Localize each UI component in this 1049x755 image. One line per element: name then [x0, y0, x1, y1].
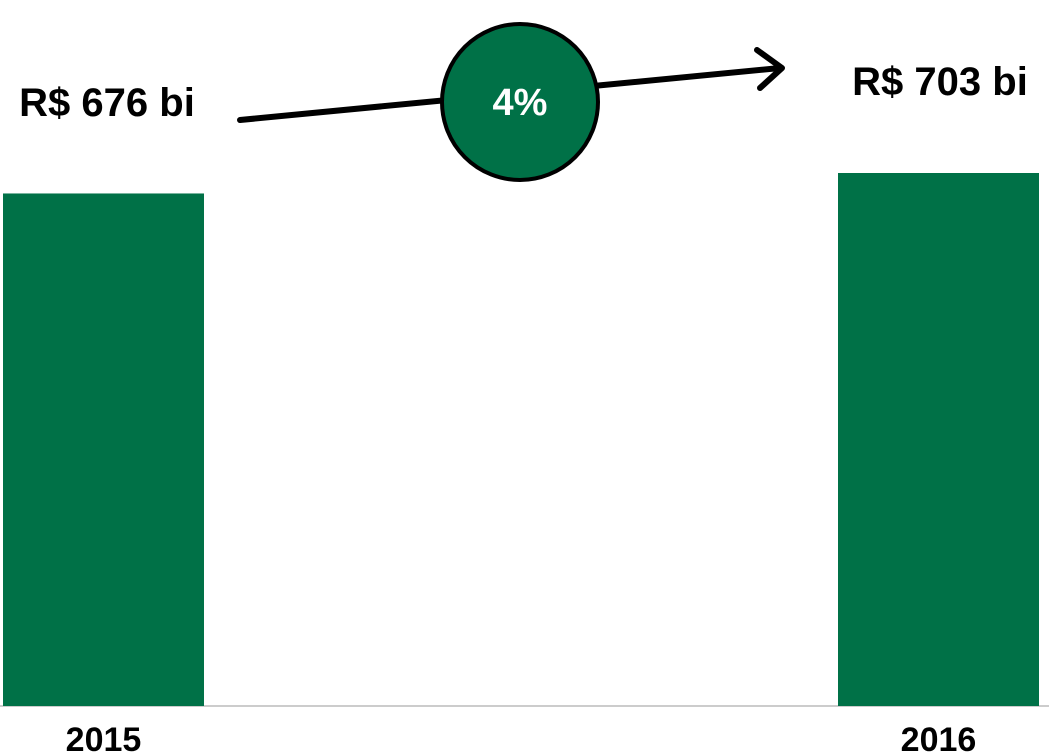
bars-group [3, 173, 1039, 707]
bar-2015 [3, 193, 204, 707]
data-label-2015: R$ 676 bi [19, 81, 195, 125]
growth-badge: 4% [440, 22, 600, 182]
growth-badge-circle [440, 22, 600, 182]
x-tick-labels: 2015 2016 [66, 721, 977, 755]
data-label-2016: R$ 703 bi [852, 60, 1028, 104]
x-tick-label-2015: 2015 [66, 721, 142, 755]
growth-percentage: 4% [493, 82, 548, 124]
bar-2016 [838, 173, 1039, 706]
arrow-head [754, 47, 785, 91]
data-labels: R$ 676 bi R$ 703 bi [19, 60, 1028, 125]
x-tick-label-2016: 2016 [901, 721, 977, 755]
